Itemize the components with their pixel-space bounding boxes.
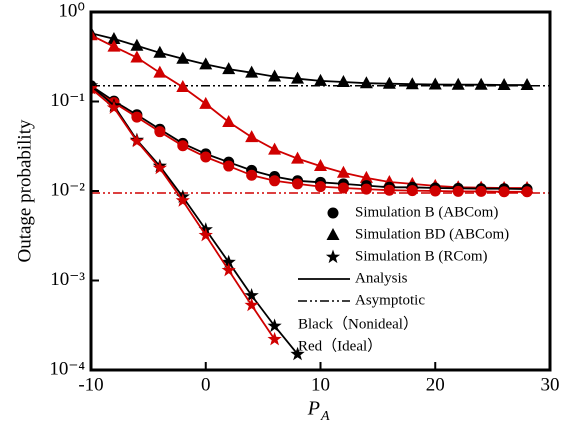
marker-triangle <box>359 76 373 89</box>
marker-circle <box>383 184 395 196</box>
marker-triangle <box>107 31 121 44</box>
analysis-line <box>91 84 528 190</box>
marker-star <box>198 227 213 242</box>
plot-area <box>91 26 550 361</box>
y-tick-label: 10⁻⁴ <box>49 358 85 379</box>
y-tick-label: 10⁰ <box>58 0 85 21</box>
marker-triangle <box>176 80 190 93</box>
marker-star <box>267 331 282 346</box>
marker-circle <box>360 183 372 195</box>
marker-star <box>221 254 236 269</box>
marker-triangle <box>382 76 396 89</box>
marker-triangle <box>291 71 305 84</box>
marker-star <box>129 133 144 148</box>
analysis-line <box>91 85 299 355</box>
marker-star <box>267 318 282 333</box>
marker-triangle <box>130 50 144 63</box>
marker-star <box>290 346 305 361</box>
marker-triangle <box>222 62 236 75</box>
analysis-line <box>91 87 527 193</box>
x-axis-label-sub: A <box>320 409 330 424</box>
marker-triangle <box>199 57 213 70</box>
marker-triangle <box>314 73 327 86</box>
marker-circle <box>177 140 189 152</box>
legend-label: Red（Ideal） <box>298 337 382 354</box>
marker-circle <box>337 182 349 194</box>
marker-triangle <box>245 65 259 78</box>
x-tick-label: 0 <box>201 374 211 395</box>
marker-triangle <box>268 142 282 155</box>
marker-triangle <box>176 51 190 64</box>
marker-circle <box>521 186 533 198</box>
marker-triangle <box>451 77 465 90</box>
marker-triangle <box>291 151 305 164</box>
marker-triangle <box>359 170 373 183</box>
marker-triangle <box>107 39 121 52</box>
marker-triangle <box>199 96 213 109</box>
x-tick-label: 10 <box>311 374 330 395</box>
marker-triangle <box>336 75 350 88</box>
marker-triangle <box>222 115 236 128</box>
marker-triangle <box>268 69 282 82</box>
x-axis-label: P <box>307 398 320 420</box>
marker-circle <box>475 185 487 197</box>
marker-star <box>152 160 167 175</box>
legend-label: Simulation BD (ABCom) <box>355 226 509 242</box>
y-tick-label: 10⁻¹ <box>50 90 85 111</box>
marker-circle <box>452 185 464 197</box>
marker-circle <box>131 111 143 123</box>
x-tick-label: 20 <box>426 374 445 395</box>
y-axis-label: Outage probability <box>14 119 35 262</box>
marker-circle <box>269 175 281 187</box>
marker-star <box>175 193 190 207</box>
marker-triangle <box>405 77 419 90</box>
marker-circle <box>315 181 326 193</box>
legend-label: Black（Nonideal） <box>298 315 418 332</box>
legend-label: Analysis <box>355 270 408 286</box>
marker-triangle <box>153 65 167 78</box>
marker-triangle <box>428 77 442 90</box>
y-tick-label: 10⁻² <box>50 179 85 200</box>
marker-triangle <box>91 28 98 41</box>
analysis-line <box>91 87 276 340</box>
marker-triangle <box>314 159 327 172</box>
marker-circle <box>223 160 235 172</box>
marker-circle <box>498 186 510 198</box>
marker-circle <box>200 151 212 163</box>
marker-circle <box>429 185 441 197</box>
marker-circle <box>406 185 418 197</box>
x-tick-label: -10 <box>78 374 103 395</box>
legend-label: Asymptotic <box>355 292 425 308</box>
marker-triangle <box>245 130 259 143</box>
marker-triangle <box>520 77 534 90</box>
marker-circle <box>292 178 304 190</box>
marker-triangle <box>474 77 488 90</box>
marker-circle <box>154 126 166 138</box>
legend-label: Simulation B (ABCom) <box>355 204 498 220</box>
legend-marker <box>325 249 341 264</box>
marker-triangle <box>497 77 511 90</box>
legend-label: Simulation B (RCom) <box>355 248 488 264</box>
marker-star <box>91 80 99 95</box>
marker-star <box>244 288 259 302</box>
legend-marker <box>327 207 339 219</box>
x-tick-label: 30 <box>541 374 560 395</box>
marker-triangle <box>153 45 167 58</box>
marker-circle <box>246 169 258 181</box>
legend-marker <box>326 228 340 240</box>
marker-star <box>244 297 259 312</box>
marker-star <box>221 262 236 277</box>
y-tick-label: 10⁻³ <box>50 269 85 290</box>
marker-triangle <box>336 165 350 178</box>
marker-star <box>106 100 122 114</box>
marker-triangle <box>130 38 144 51</box>
